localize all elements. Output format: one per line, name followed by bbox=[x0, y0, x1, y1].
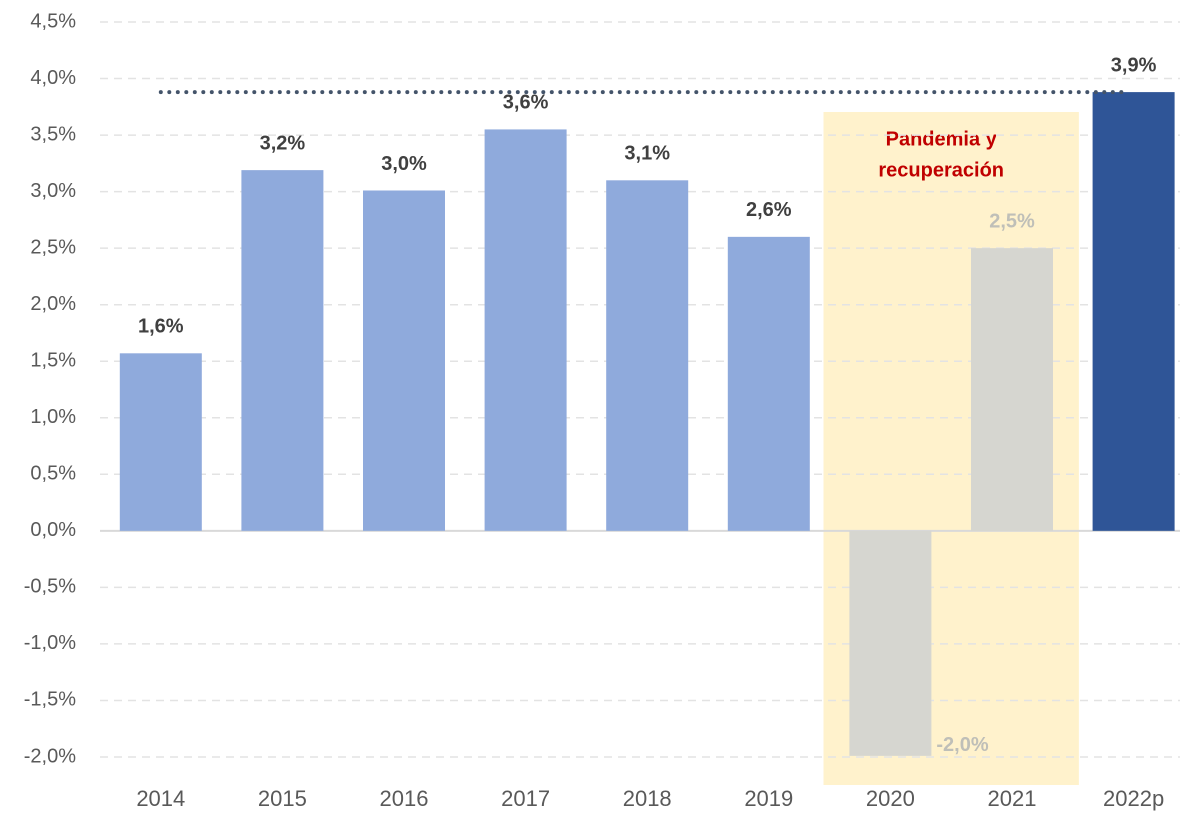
highlight-label: recuperación bbox=[878, 159, 1004, 181]
y-tick-label: 3,5% bbox=[30, 123, 76, 145]
y-tick-label: 4,5% bbox=[30, 10, 76, 32]
x-tick-label: 2014 bbox=[136, 786, 185, 811]
y-tick-label: 0,0% bbox=[30, 519, 76, 541]
bar bbox=[727, 236, 810, 531]
bar bbox=[241, 170, 324, 531]
value-label: 3,9% bbox=[1111, 54, 1157, 76]
bar bbox=[606, 180, 689, 531]
x-tick-label: 2018 bbox=[623, 786, 672, 811]
value-label: 3,6% bbox=[503, 92, 549, 114]
value-label: 2,5% bbox=[989, 210, 1035, 232]
x-tick-label: 2021 bbox=[988, 786, 1037, 811]
value-label: 3,2% bbox=[260, 132, 306, 154]
x-tick-label: 2019 bbox=[744, 786, 793, 811]
y-tick-label: 1,0% bbox=[30, 406, 76, 428]
x-tick-label: 2017 bbox=[501, 786, 550, 811]
y-tick-label: 0,5% bbox=[30, 463, 76, 485]
y-tick-label: -2,0% bbox=[24, 745, 76, 767]
y-tick-label: 3,0% bbox=[30, 180, 76, 202]
bar bbox=[1092, 92, 1175, 531]
bar bbox=[971, 248, 1053, 531]
value-label: -2,0% bbox=[936, 734, 988, 756]
y-tick-label: -0,5% bbox=[24, 576, 76, 598]
bar bbox=[119, 353, 202, 531]
x-tick-label: 2022p bbox=[1103, 786, 1164, 811]
y-tick-label: 2,5% bbox=[30, 236, 76, 258]
y-tick-label: 1,5% bbox=[30, 350, 76, 372]
x-tick-label: 2020 bbox=[866, 786, 915, 811]
value-label: 1,6% bbox=[138, 316, 184, 338]
x-tick-label: 2016 bbox=[380, 786, 429, 811]
y-tick-label: -1,5% bbox=[24, 689, 76, 711]
bar bbox=[363, 190, 445, 531]
highlight-label: Pandemia y bbox=[886, 128, 998, 150]
bar bbox=[484, 129, 567, 531]
x-tick-label: 2015 bbox=[258, 786, 307, 811]
value-label: 3,1% bbox=[624, 143, 670, 165]
value-label: 3,0% bbox=[381, 153, 427, 175]
y-tick-label: 2,0% bbox=[30, 293, 76, 315]
bar bbox=[849, 530, 932, 756]
y-tick-label: -1,0% bbox=[24, 632, 76, 654]
value-label: 2,6% bbox=[746, 199, 792, 221]
y-tick-label: 4,0% bbox=[30, 67, 76, 89]
